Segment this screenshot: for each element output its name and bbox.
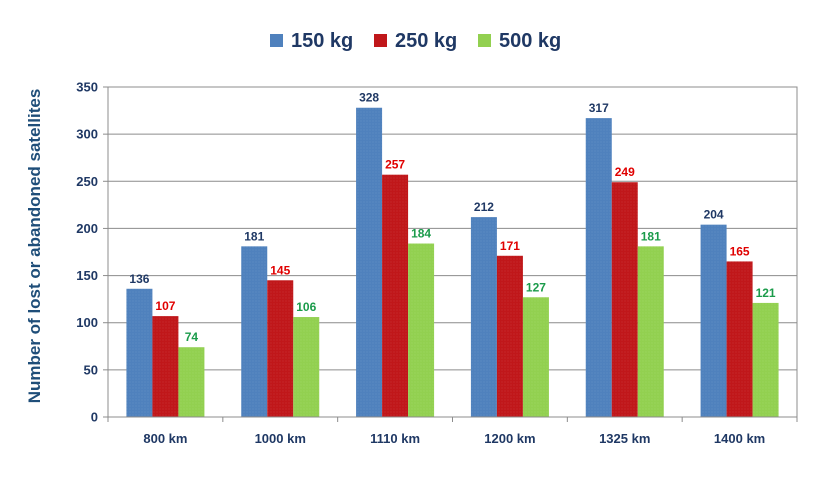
legend-swatch-250-kg [374,34,387,47]
data-label: 127 [526,280,546,294]
legend-label-250-kg: 250 kg [395,30,457,52]
data-label: 145 [270,263,290,277]
data-label: 181 [641,229,661,243]
legend-swatch-150-kg [270,34,283,47]
gridlines [108,86,797,371]
bar-texture [637,246,664,417]
data-label: 184 [411,227,431,241]
y-tick-label: 150 [76,268,98,283]
data-label: 212 [474,200,494,214]
x-category-label: 1400 km [714,431,765,446]
bar-texture [470,217,497,417]
x-category-label: 1110 km [370,431,420,446]
bar-texture [382,174,409,417]
bar-texture [152,316,179,417]
data-label: 136 [129,272,149,286]
x-category-label: 1000 km [255,431,306,446]
y-tick-label: 0 [91,410,98,425]
bar-texture [126,288,153,417]
y-tick-label: 200 [76,221,98,236]
bar-texture [293,317,320,417]
x-category-label: 1325 km [599,431,650,446]
data-label: 107 [155,299,175,313]
data-label: 165 [730,244,750,258]
data-label: 171 [500,239,520,253]
y-tick-label: 350 [76,80,98,95]
bar-texture [178,347,205,417]
data-label: 106 [296,300,316,314]
legend-swatch-500-kg [478,34,491,47]
axes: 0 50 100 150 200 250 300 350 800 km 1000 km 1110 k… [76,80,798,446]
bar-texture [241,246,268,417]
legend-label-150-kg: 150 kg [291,30,353,52]
y-tick-label: 250 [76,174,98,189]
bar-texture [522,297,549,417]
legend-label-500-kg: 500 kg [499,30,561,52]
y-tick-label: 100 [76,315,98,330]
data-label: 204 [704,208,724,222]
bar-texture [726,261,753,417]
bar-texture [611,182,638,417]
bar-texture [752,302,779,417]
y-axis-title: Number of lost or abandoned satellites [25,89,44,404]
y-tick-label: 300 [76,127,98,142]
bar-texture [356,107,383,417]
x-category-label: 800 km [143,431,187,446]
data-label: 74 [185,330,199,344]
data-label: 249 [615,165,635,179]
bar-texture [585,118,612,417]
x-category-label: 1200 km [484,431,535,446]
bar-texture [408,243,435,417]
bar-texture [267,280,294,417]
data-label: 121 [756,286,776,300]
bar-texture [700,224,727,417]
plot-border [107,86,798,418]
data-label: 181 [244,229,264,243]
legend: 150 kg 250 kg 500 kg [270,30,561,52]
bar-texture [496,255,523,417]
y-tick-label: 50 [84,362,98,377]
data-label: 328 [359,91,379,105]
data-label: 317 [589,101,609,115]
data-labels: 136 107 74 181 145 106 328 257 184 212 171 127 317 24… [129,91,776,344]
bars [126,107,779,417]
data-label: 257 [385,158,405,172]
